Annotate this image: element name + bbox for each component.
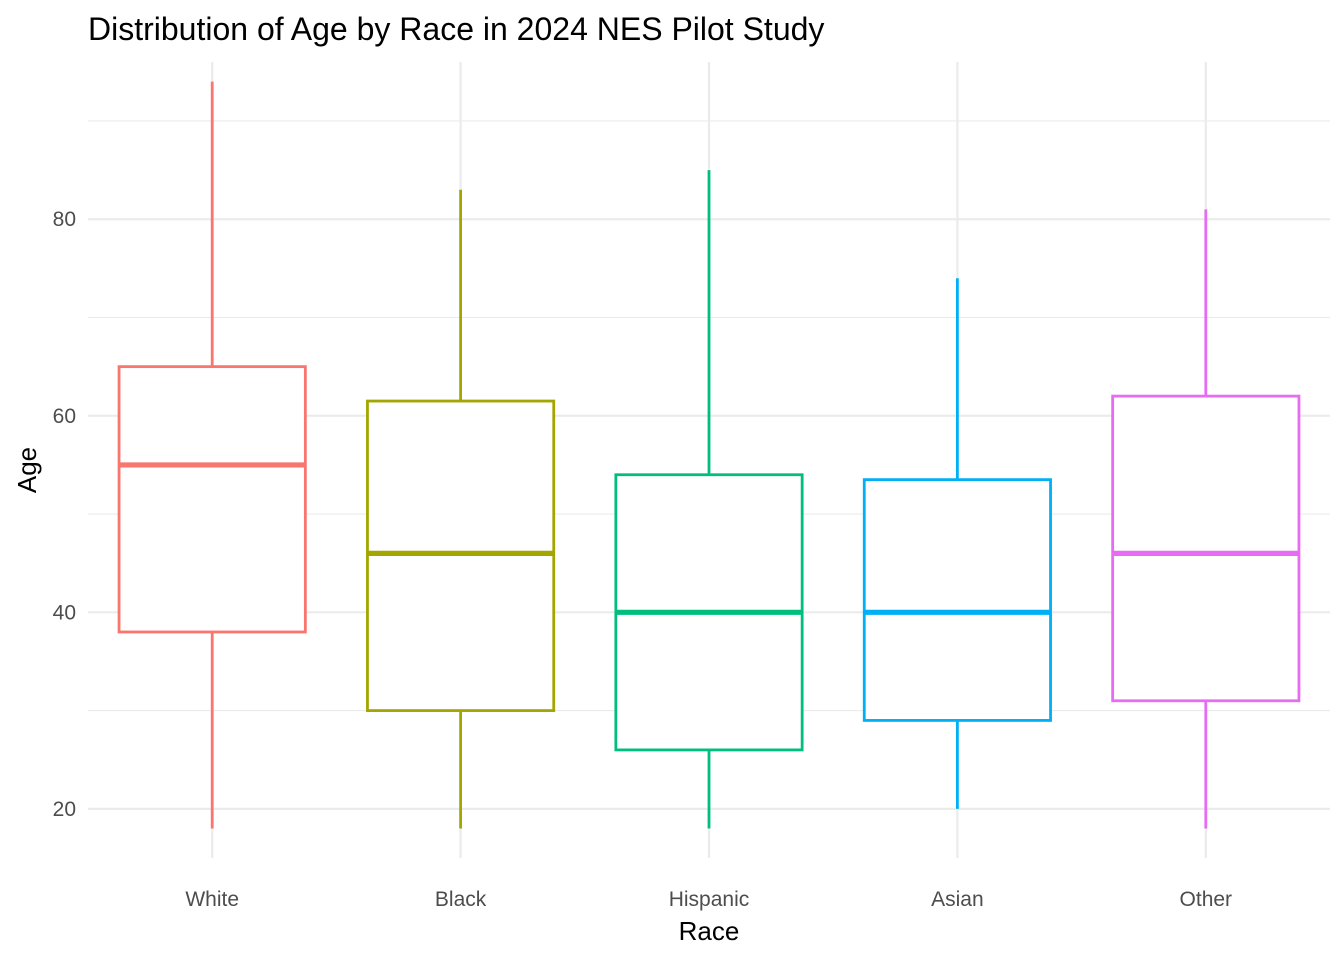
interquartile-box <box>862 478 1052 722</box>
y-tick-label: 60 <box>53 405 76 428</box>
boxes <box>117 81 1301 829</box>
x-tick-label: Other <box>1180 888 1233 911</box>
box-black <box>366 189 556 829</box>
y-tick-label: 40 <box>53 601 76 624</box>
y-axis-title: Age <box>12 447 42 493</box>
x-tick-label: White <box>185 888 239 911</box>
box-other <box>1111 209 1301 829</box>
box-hispanic <box>614 170 804 829</box>
x-tick-label: Asian <box>931 888 984 911</box>
box-white <box>117 81 307 829</box>
interquartile-box <box>117 365 307 634</box>
x-tick-label: Hispanic <box>669 888 750 911</box>
chart-title: Distribution of Age by Race in 2024 NES … <box>88 11 824 47</box>
y-tick-label: 20 <box>53 798 76 821</box>
x-axis-ticks: White Black Hispanic Asian Other <box>185 888 1232 911</box>
x-tick-label: Black <box>435 888 487 911</box>
box-asian <box>862 278 1052 809</box>
x-axis-title: Race <box>679 916 740 946</box>
y-tick-label: 80 <box>53 208 76 231</box>
interquartile-box <box>1111 394 1301 703</box>
y-axis-ticks: 20 40 60 80 <box>53 208 76 821</box>
